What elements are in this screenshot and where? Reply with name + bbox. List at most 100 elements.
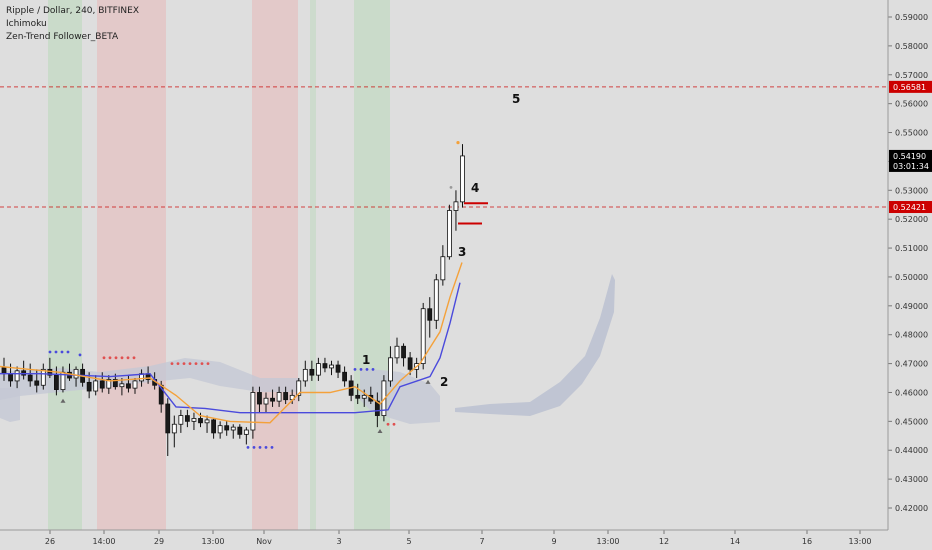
candle [342, 366, 348, 387]
x-tick-label: 14:00 [92, 537, 115, 546]
bear-candle-body [322, 363, 328, 369]
candle [14, 366, 20, 389]
trailing-stop-dot [353, 367, 357, 371]
price-label-bg [889, 80, 932, 93]
x-tick-label: Nov [256, 537, 272, 546]
y-tick-label: 0.50000 [895, 273, 928, 282]
bull-candle-body [217, 425, 223, 434]
indicator-zen-trend[interactable]: Zen-Trend Follower_BETA [6, 32, 119, 42]
trailing-stop-dot [176, 362, 180, 365]
bear-candle-body [34, 380, 40, 386]
bull-zone [48, 0, 82, 530]
y-tick-label: 0.52000 [895, 215, 928, 224]
signal-triangle-icon [425, 379, 431, 384]
x-tick-label: 9 [551, 537, 556, 546]
candle [440, 245, 446, 286]
trailing-stop-dot [252, 445, 256, 449]
candle [21, 360, 27, 380]
candle [217, 421, 223, 439]
trailing-stop-dot [132, 356, 136, 360]
bull-candle-body [388, 357, 393, 382]
trailing-stop-dot [54, 350, 58, 354]
annotation-label: 1 [362, 353, 370, 367]
candle [270, 389, 275, 407]
alert-price-label: 0.52421 [889, 201, 932, 214]
candle [204, 415, 210, 433]
bull-candle-body [420, 308, 426, 364]
price-label-text: 0.54190 [893, 152, 926, 161]
countdown-text: 03:01:34 [893, 162, 929, 171]
trailing-stop-dot [392, 422, 396, 426]
trailing-stop-dot [194, 362, 198, 365]
trailing-stop-dot [246, 445, 250, 449]
annotation-label: 2 [440, 375, 448, 389]
y-tick-label: 0.47000 [895, 360, 928, 369]
bull-candle-body [191, 418, 197, 422]
bear-candle-body [224, 425, 230, 431]
bear-candle-body [309, 368, 315, 376]
bull-candle-body [93, 380, 99, 392]
candle [335, 360, 341, 379]
tenkan-line [0, 262, 463, 424]
bear-zone [252, 0, 298, 530]
bull-candle-body [132, 380, 138, 389]
candle [184, 409, 190, 428]
candle [276, 386, 282, 407]
candle [119, 378, 125, 396]
bull-candle-body [243, 429, 249, 435]
bear-candle-body [237, 426, 243, 435]
candle [106, 375, 112, 394]
candle [165, 398, 171, 457]
bull-candle-body [230, 426, 236, 431]
trailing-stop-dot [120, 356, 124, 360]
trailing-stop-dot [365, 367, 369, 371]
x-tick-label: 7 [479, 537, 484, 546]
price-label-text: 0.56581 [893, 83, 926, 92]
candle [296, 378, 302, 402]
y-tick-label: 0.46000 [895, 388, 928, 397]
indicator-ichimoku[interactable]: Ichimoku [6, 19, 47, 29]
candle [191, 412, 197, 431]
candle [446, 204, 452, 260]
trailing-stop-dot [66, 350, 70, 354]
candle [322, 357, 328, 373]
trailing-stop-dot [170, 362, 174, 365]
candle [329, 360, 334, 376]
x-tick-label: 5 [406, 537, 411, 546]
bull-candle-body [453, 201, 459, 211]
candle [178, 409, 184, 433]
trailing-stop-dot [359, 367, 363, 371]
candle [374, 392, 380, 428]
bull-candle-body [446, 210, 452, 258]
trailing-stop-dot [48, 350, 52, 354]
candle [460, 144, 465, 208]
y-tick-label: 0.42000 [895, 504, 928, 513]
annotation-label: 5 [512, 92, 520, 106]
y-tick-label: 0.53000 [895, 186, 928, 195]
bull-candle-body [440, 256, 446, 281]
y-tick-label: 0.56000 [895, 100, 928, 109]
candle [126, 375, 131, 393]
symbol-title[interactable]: Ripple / Dollar, 240, BITFINEX [6, 6, 139, 16]
bear-candle-body [112, 379, 118, 388]
bear-candle-body [126, 383, 131, 389]
bear-candle-body [335, 364, 341, 373]
x-tick-label: 29 [154, 537, 164, 546]
bear-candle-body [198, 418, 203, 424]
bear-candle-body [355, 394, 361, 399]
bull-candle-body [394, 345, 400, 359]
trailing-stop-dot [270, 445, 274, 449]
bear-candle-body [427, 308, 433, 321]
annotation-label: 3 [458, 245, 466, 259]
trailing-stop-dot [200, 362, 204, 365]
candle [453, 190, 459, 231]
y-tick-label: 0.59000 [895, 13, 928, 22]
candle [263, 392, 269, 413]
bear-candle-body [47, 368, 53, 376]
y-tick-label: 0.58000 [895, 42, 928, 51]
candle [224, 421, 230, 436]
bull-candle-body [204, 419, 210, 424]
bull-zone [310, 0, 316, 530]
